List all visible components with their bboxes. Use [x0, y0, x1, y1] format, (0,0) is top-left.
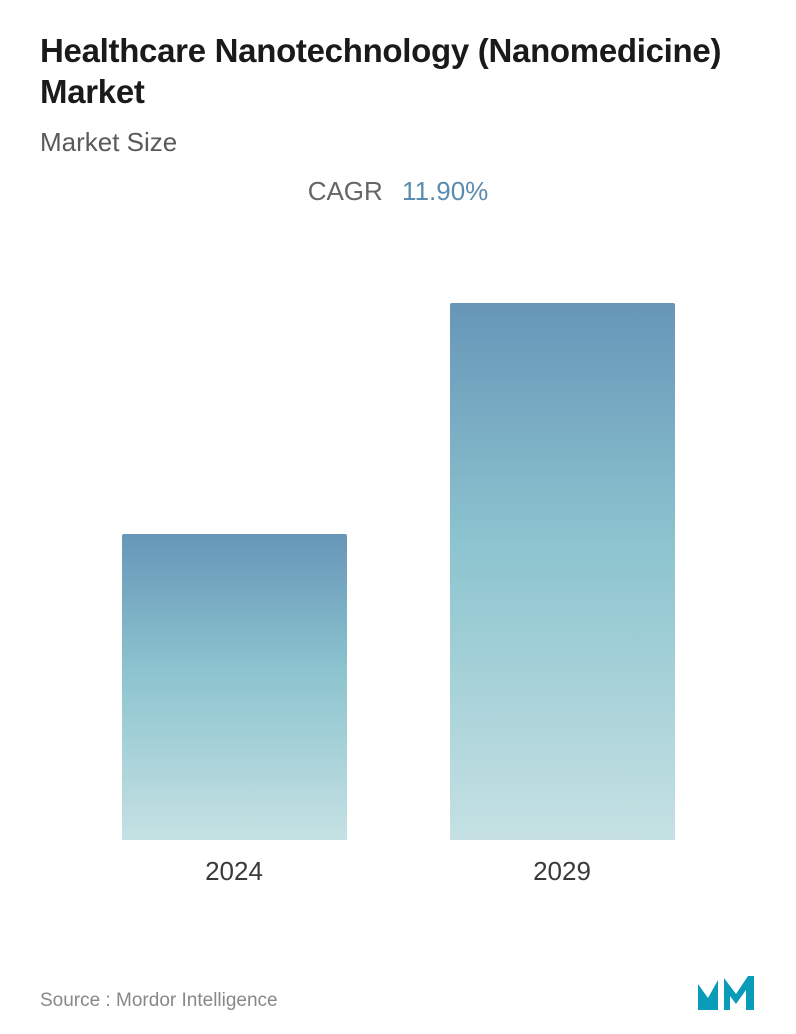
bar-0: [122, 534, 347, 840]
bar-label-1: 2029: [533, 856, 591, 887]
bar-group-1: 2029: [432, 303, 692, 887]
cagr-row: CAGR 11.90%: [40, 176, 756, 207]
brand-logo-icon: [696, 974, 756, 1012]
footer: Source : Mordor Intelligence: [40, 974, 756, 1012]
bar-chart: 2024 2029: [40, 247, 756, 887]
source-text: Source : Mordor Intelligence: [40, 990, 278, 1012]
chart-container: Healthcare Nanotechnology (Nanomedicine)…: [0, 0, 796, 1034]
page-title: Healthcare Nanotechnology (Nanomedicine)…: [40, 30, 756, 113]
bars-wrap: 2024 2029: [40, 247, 756, 887]
bar-group-0: 2024: [104, 534, 364, 887]
bar-1: [450, 303, 675, 840]
bar-label-0: 2024: [205, 856, 263, 887]
cagr-label: CAGR: [308, 176, 383, 206]
page-subtitle: Market Size: [40, 127, 756, 158]
cagr-value: 11.90%: [402, 176, 488, 206]
